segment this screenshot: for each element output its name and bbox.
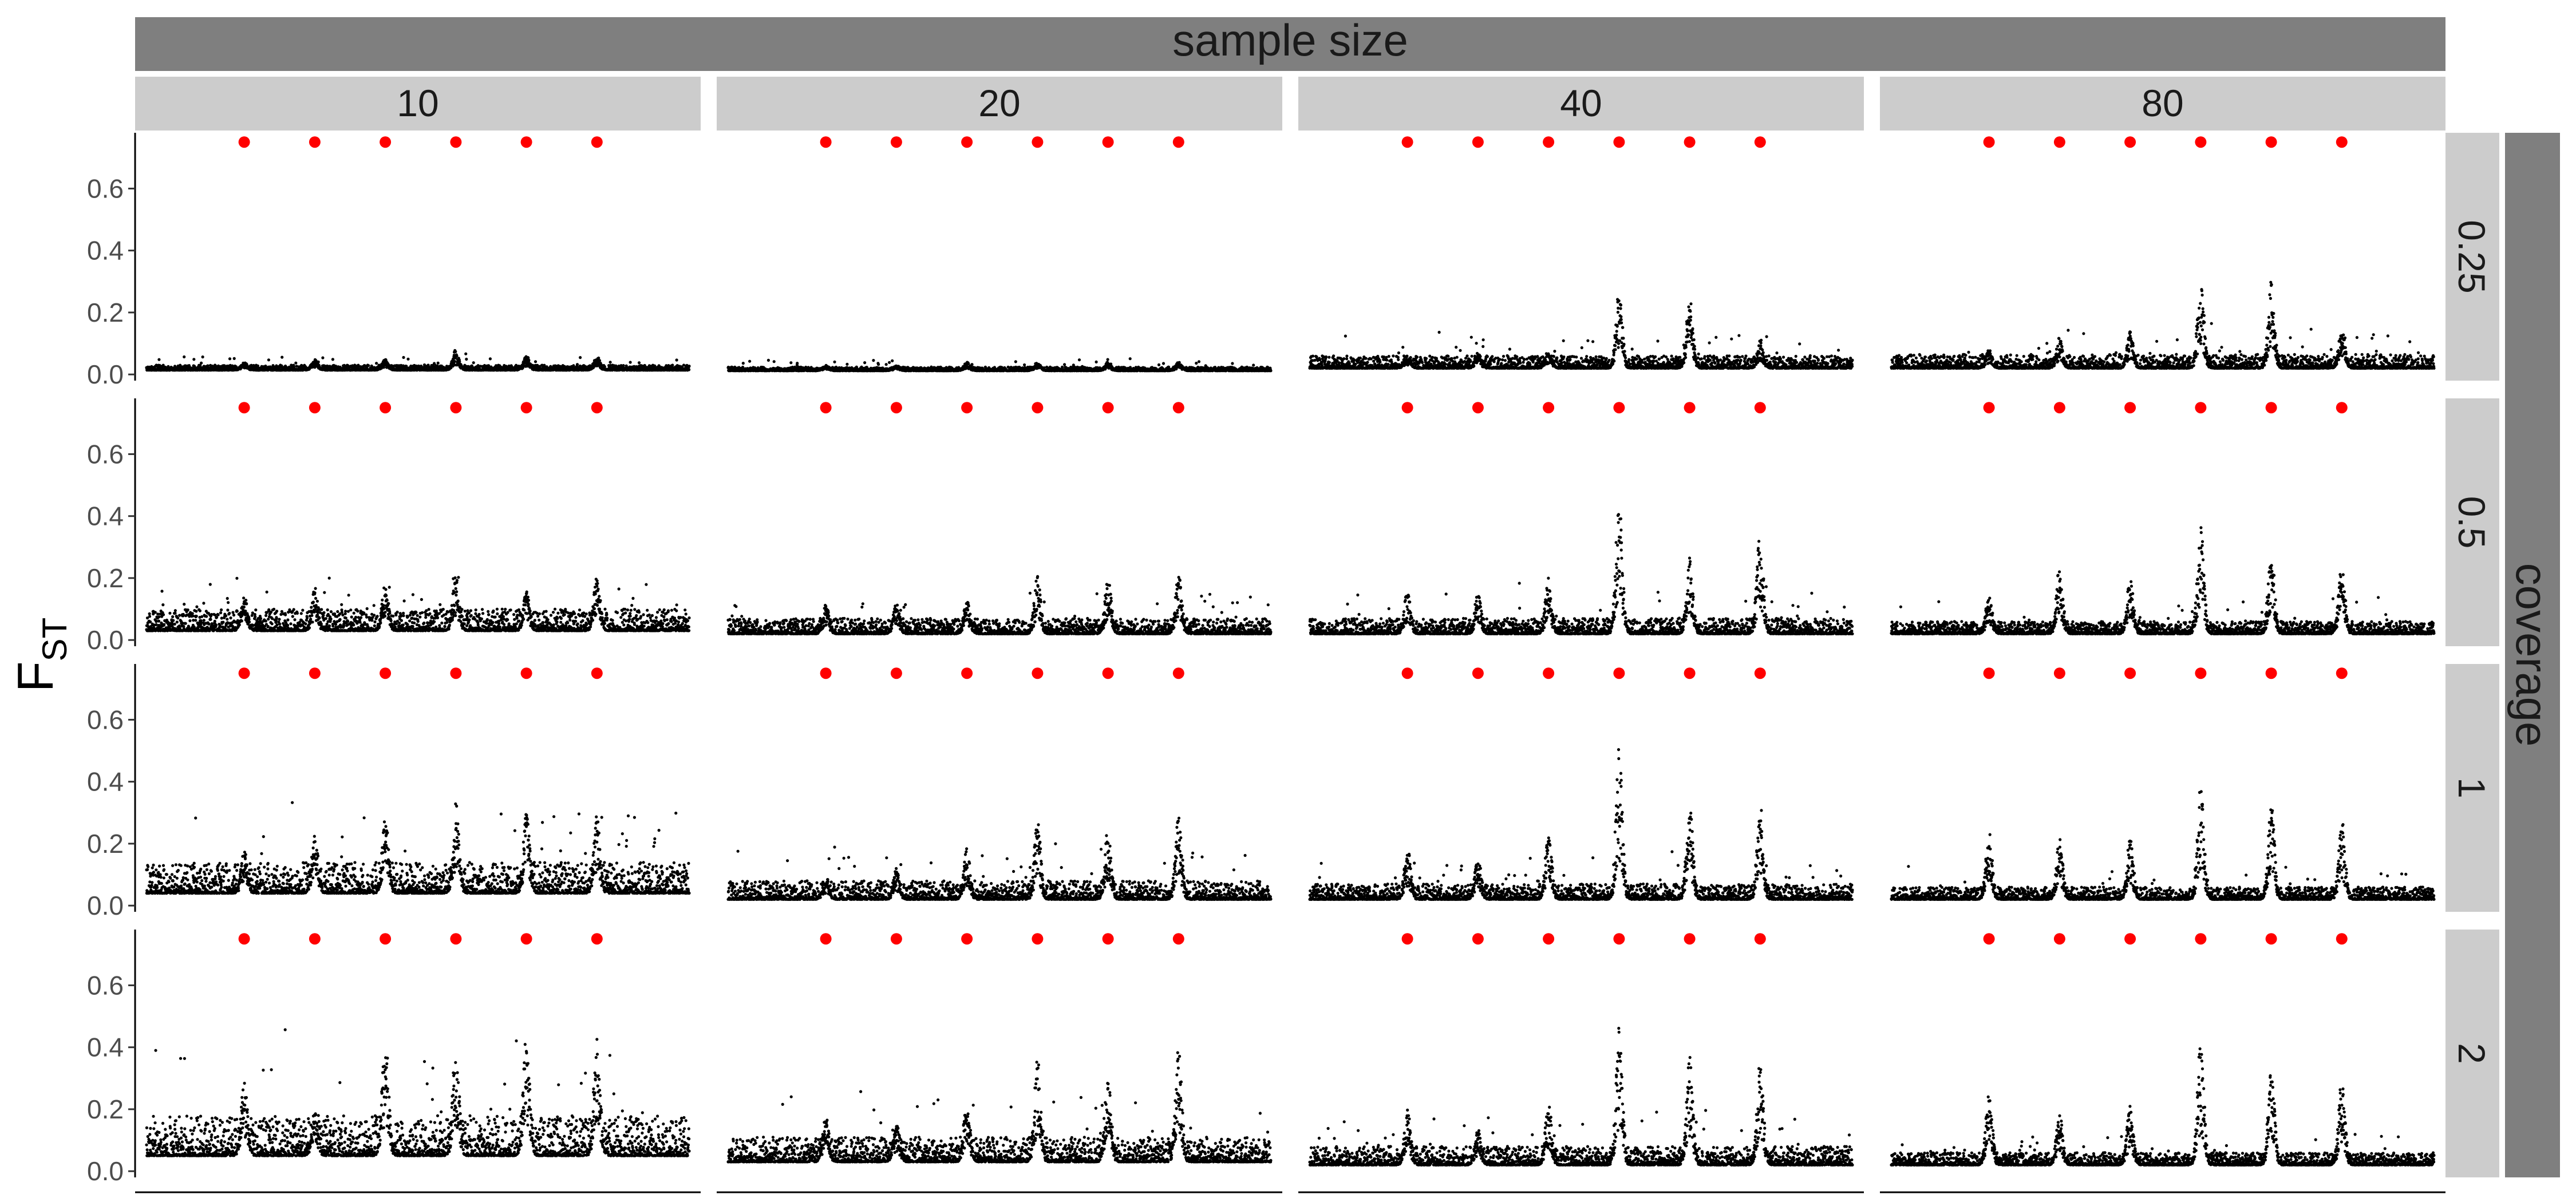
fst-point xyxy=(453,360,456,363)
fst-point xyxy=(367,364,370,367)
fst-point xyxy=(773,360,776,363)
fst-point xyxy=(402,356,405,359)
fst-point xyxy=(454,350,457,353)
fst-point xyxy=(321,357,324,359)
selected-site-marker xyxy=(380,136,391,148)
fst-point xyxy=(534,360,537,363)
fst-point xyxy=(294,362,297,365)
fst-point xyxy=(603,365,606,368)
selected-site-marker xyxy=(450,136,461,148)
fst-point xyxy=(233,357,236,360)
fst-point xyxy=(202,355,204,358)
fst-point xyxy=(406,358,409,361)
y-tick-label: 0.2 xyxy=(87,298,124,327)
selected-site-marker xyxy=(591,136,603,148)
fst-point xyxy=(638,361,641,364)
fst-point xyxy=(375,362,378,365)
fst-point xyxy=(598,359,601,362)
fst-point xyxy=(465,358,468,361)
fst-point xyxy=(688,368,690,371)
column-facet-header: sample size xyxy=(135,15,2445,71)
y-tick-label: 0.4 xyxy=(87,236,124,266)
fst-point xyxy=(609,361,612,363)
column-facet-title: sample size xyxy=(1172,15,1408,65)
fst-point xyxy=(688,365,690,367)
fst-point xyxy=(458,360,461,363)
fst-point xyxy=(748,360,751,363)
row-strip-label-1: 1 xyxy=(2451,777,2493,798)
fst-point xyxy=(489,357,492,360)
fst-point xyxy=(576,363,579,366)
row-strip-label-0.5: 0.5 xyxy=(2451,496,2493,549)
column-strip-label-80: 80 xyxy=(2142,82,2183,124)
fst-point xyxy=(671,363,674,366)
fst-point xyxy=(796,362,799,365)
row-strip-label-0.25: 0.25 xyxy=(2451,220,2493,293)
fst-point xyxy=(437,362,440,365)
fst-point xyxy=(675,358,678,361)
fst-point xyxy=(331,358,334,361)
fst-point xyxy=(183,355,185,358)
column-strip-label-40: 40 xyxy=(1560,82,1602,124)
fst-point xyxy=(629,361,632,363)
column-strip-label-10: 10 xyxy=(397,82,438,124)
column-strip-label-20: 20 xyxy=(978,82,1020,124)
fst-point xyxy=(267,358,270,361)
fst-point xyxy=(833,361,836,363)
fst-point xyxy=(455,354,458,357)
selected-site-marker xyxy=(309,136,321,148)
y-tick-label: 0.6 xyxy=(87,173,124,203)
fst-point xyxy=(192,358,195,361)
fst-point xyxy=(767,359,770,362)
fst-point xyxy=(789,361,792,364)
y-tick-label: 0.0 xyxy=(87,359,124,389)
selected-site-marker xyxy=(521,136,532,148)
row-strip-label-2: 2 xyxy=(2451,1043,2493,1064)
fst-point xyxy=(464,353,467,355)
fst-point xyxy=(472,361,475,364)
y-axis-title-main: F xyxy=(7,661,64,692)
fst-point xyxy=(317,361,320,363)
fst-point xyxy=(200,362,203,365)
fst-point xyxy=(228,357,231,360)
fst-point xyxy=(742,362,745,365)
fst-point xyxy=(846,363,848,366)
selected-site-marker xyxy=(239,136,250,148)
fst-point xyxy=(157,358,160,361)
row-facet-title: coverage xyxy=(2507,563,2557,747)
y-axis-title-subscript: ST xyxy=(35,618,74,662)
fst-point xyxy=(579,356,582,359)
row-facet-header: coverage xyxy=(2505,133,2560,1177)
fst-point xyxy=(280,356,283,359)
fst-point xyxy=(527,359,530,362)
